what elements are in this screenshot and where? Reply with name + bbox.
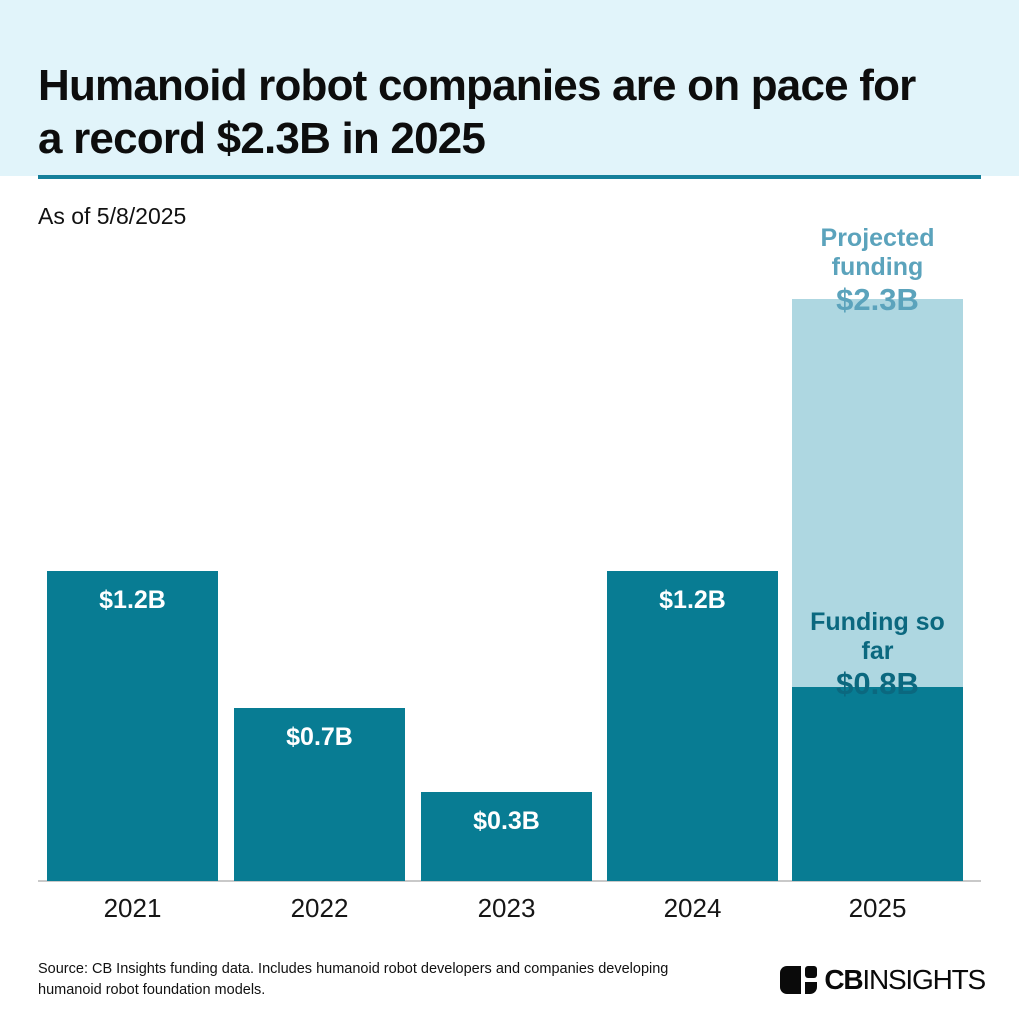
source-note: Source: CB Insights funding data. Includ… <box>38 961 669 999</box>
x-tick-label-2022: 2022 <box>290 893 349 923</box>
title-line-2: a record $2.3B in 2025 <box>38 114 486 164</box>
as-of-date: As of 5/8/2025 <box>38 203 187 229</box>
bar-value-label-2023: $0.3B <box>473 807 540 835</box>
bar-2022 <box>234 708 405 881</box>
bar-2023 <box>421 792 592 881</box>
projected-funding-label: Projected funding <box>820 224 935 281</box>
bar-2025 <box>792 687 963 881</box>
logo-text-insights: INSIGHTS <box>862 964 986 995</box>
title-line-1: Humanoid robot companies are on pace for <box>38 61 916 111</box>
x-tick-label-2021: 2021 <box>103 893 162 923</box>
funding-so-far-value: $0.8B <box>836 666 919 701</box>
bar-value-label-2024: $1.2B <box>659 586 726 614</box>
cb-insights-logo-mark-icon <box>780 965 818 995</box>
cb-insights-logo-text: CBINSIGHTS <box>824 964 986 996</box>
x-tick-label-2023: 2023 <box>477 893 536 923</box>
cb-insights-logo: CBINSIGHTS <box>780 962 986 998</box>
funding-so-far-annotation: Funding so far $0.8B <box>792 608 963 702</box>
header-band: Humanoid robot companies are on pace for… <box>0 0 1019 176</box>
x-tick-label-2024: 2024 <box>663 893 722 923</box>
x-axis-line <box>38 880 981 882</box>
page-title: Humanoid robot companies are on pace for… <box>38 59 988 165</box>
bar-2025-projected-segment <box>792 299 963 687</box>
header-divider-rule <box>38 175 981 179</box>
funding-so-far-label: Funding so far <box>810 608 945 665</box>
bar-value-label-2021: $1.2B <box>99 586 166 614</box>
projected-funding-value: $2.3B <box>836 282 919 317</box>
bar-2024 <box>607 571 778 881</box>
x-tick-label-2025: 2025 <box>848 893 907 923</box>
bar-value-label-2022: $0.7B <box>286 723 353 751</box>
bar-2021 <box>47 571 218 881</box>
logo-text-cb: CB <box>824 964 863 995</box>
projected-funding-annotation: Projected funding $2.3B <box>792 224 963 318</box>
